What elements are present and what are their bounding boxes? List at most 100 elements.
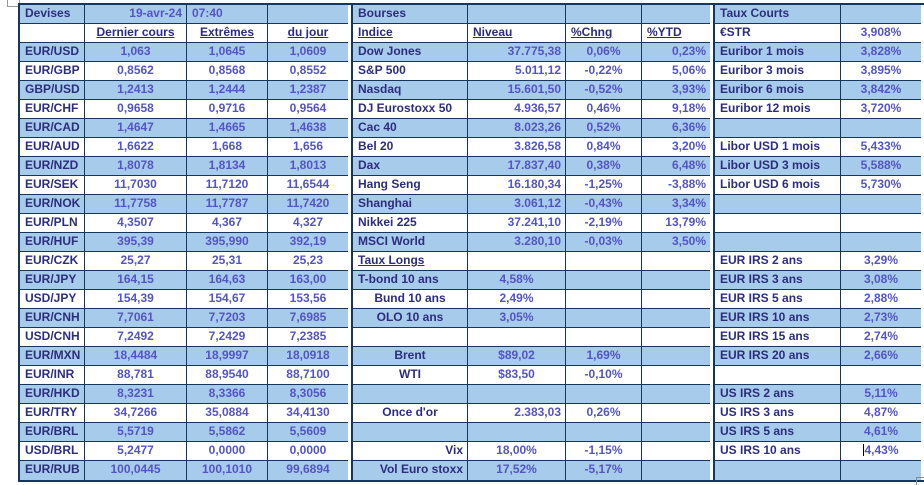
- high-extreme-cell[interactable]: 5,5862: [187, 423, 268, 442]
- rate-name-cell[interactable]: US IRS 2 ans: [715, 385, 841, 404]
- currency-pair-cell[interactable]: EUR/NZD: [20, 157, 85, 176]
- pct-ytd-cell[interactable]: 3,20%: [642, 138, 710, 157]
- rate-value-cell[interactable]: 3,08%: [841, 271, 921, 290]
- pct-ytd-cell[interactable]: -3,88%: [642, 176, 710, 195]
- rate-value-cell[interactable]: 3,908%: [841, 24, 921, 43]
- index-name-cell[interactable]: Cac 40: [353, 119, 468, 138]
- low-extreme-cell[interactable]: 1,2387: [268, 81, 348, 100]
- rate-name-cell[interactable]: EUR IRS 20 ans: [715, 347, 841, 366]
- currency-pair-cell[interactable]: EUR/USD: [20, 43, 85, 62]
- pct-change-cell[interactable]: -0,52%: [566, 81, 642, 100]
- rate-name-cell[interactable]: €STR: [715, 24, 841, 43]
- last-price-cell[interactable]: 5,5719: [85, 423, 187, 442]
- pct-change-cell[interactable]: [566, 271, 642, 290]
- index-name-cell[interactable]: WTI: [353, 366, 468, 385]
- low-extreme-cell[interactable]: 1,656: [268, 138, 348, 157]
- empty-cell[interactable]: [468, 5, 566, 24]
- pct-ytd-cell[interactable]: 3,93%: [642, 81, 710, 100]
- taux-longs-subheader[interactable]: Taux Longs: [353, 252, 468, 271]
- index-name-cell[interactable]: OLO 10 ans: [353, 309, 468, 328]
- high-extreme-cell[interactable]: 0,9716: [187, 100, 268, 119]
- rate-name-cell[interactable]: Euribor 12 mois: [715, 100, 841, 119]
- index-name-cell[interactable]: Hang Seng: [353, 176, 468, 195]
- empty-cell[interactable]: [841, 5, 921, 24]
- rate-name-cell[interactable]: EUR IRS 5 ans: [715, 290, 841, 309]
- pct-change-cell[interactable]: -0,43%: [566, 195, 642, 214]
- pct-ytd-cell[interactable]: [642, 404, 710, 423]
- pct-change-cell[interactable]: [566, 252, 642, 271]
- pct-ytd-cell[interactable]: [642, 423, 710, 442]
- rate-value-cell[interactable]: 3,29%: [841, 252, 921, 271]
- empty-cell[interactable]: [642, 5, 710, 24]
- level-cell[interactable]: 37.241,10: [468, 214, 566, 233]
- rate-value-cell[interactable]: 5,730%: [841, 176, 921, 195]
- rate-value-cell[interactable]: 5,11%: [841, 385, 921, 404]
- last-price-cell[interactable]: 1,063: [85, 43, 187, 62]
- bourses-section-title[interactable]: Bourses: [353, 5, 468, 24]
- pct-ytd-cell[interactable]: 6,48%: [642, 157, 710, 176]
- last-price-cell[interactable]: 0,8562: [85, 62, 187, 81]
- rate-name-cell[interactable]: Libor USD 1 mois: [715, 138, 841, 157]
- rate-name-cell[interactable]: [715, 233, 841, 252]
- high-extreme-cell[interactable]: 88,9540: [187, 366, 268, 385]
- rate-value-cell-editing[interactable]: 4,43%: [841, 442, 921, 461]
- rate-name-cell[interactable]: Libor USD 3 mois: [715, 157, 841, 176]
- high-extreme-cell[interactable]: 0,8568: [187, 62, 268, 81]
- col-header-dernier-cours[interactable]: Dernier cours: [85, 24, 187, 43]
- high-extreme-cell[interactable]: 1,2444: [187, 81, 268, 100]
- rate-value-cell[interactable]: 5,433%: [841, 138, 921, 157]
- pct-change-cell[interactable]: [566, 423, 642, 442]
- last-price-cell[interactable]: 18,4484: [85, 347, 187, 366]
- currency-pair-cell[interactable]: EUR/JPY: [20, 271, 85, 290]
- pct-ytd-cell[interactable]: 13,79%: [642, 214, 710, 233]
- last-price-cell[interactable]: 7,7061: [85, 309, 187, 328]
- last-price-cell[interactable]: 34,7266: [85, 404, 187, 423]
- pct-ytd-cell[interactable]: 6,36%: [642, 119, 710, 138]
- col-header-niveau[interactable]: Niveau: [468, 24, 566, 43]
- col-header-chng[interactable]: %Chng: [566, 24, 642, 43]
- pct-ytd-cell[interactable]: 9,18%: [642, 100, 710, 119]
- pct-change-cell[interactable]: [566, 290, 642, 309]
- rate-name-cell[interactable]: EUR IRS 15 ans: [715, 328, 841, 347]
- rate-value-cell[interactable]: [841, 119, 921, 138]
- low-extreme-cell[interactable]: 8,3056: [268, 385, 348, 404]
- currency-pair-cell[interactable]: EUR/CNH: [20, 309, 85, 328]
- empty-cell[interactable]: [268, 5, 348, 24]
- low-extreme-cell[interactable]: 5,5609: [268, 423, 348, 442]
- last-price-cell[interactable]: 164,15: [85, 271, 187, 290]
- index-name-cell[interactable]: MSCI World: [353, 233, 468, 252]
- rate-value-cell[interactable]: [841, 461, 921, 480]
- last-price-cell[interactable]: 100,0445: [85, 461, 187, 480]
- high-extreme-cell[interactable]: 100,1010: [187, 461, 268, 480]
- level-cell[interactable]: $89,02: [468, 347, 566, 366]
- low-extreme-cell[interactable]: 7,2385: [268, 328, 348, 347]
- rate-name-cell[interactable]: [715, 366, 841, 385]
- pct-ytd-cell[interactable]: 3,50%: [642, 233, 710, 252]
- currency-pair-cell[interactable]: EUR/PLN: [20, 214, 85, 233]
- last-price-cell[interactable]: 88,781: [85, 366, 187, 385]
- last-price-cell[interactable]: 395,39: [85, 233, 187, 252]
- pct-change-cell[interactable]: -0,10%: [566, 366, 642, 385]
- rate-value-cell[interactable]: [841, 195, 921, 214]
- currency-pair-cell[interactable]: USD/CNH: [20, 328, 85, 347]
- high-extreme-cell[interactable]: 8,3366: [187, 385, 268, 404]
- index-name-cell[interactable]: Nasdaq: [353, 81, 468, 100]
- low-extreme-cell[interactable]: 34,4130: [268, 404, 348, 423]
- pct-ytd-cell[interactable]: [642, 461, 710, 480]
- low-extreme-cell[interactable]: 7,6985: [268, 309, 348, 328]
- pct-ytd-cell[interactable]: 5,06%: [642, 62, 710, 81]
- pct-ytd-cell[interactable]: [642, 385, 710, 404]
- level-cell[interactable]: [468, 252, 566, 271]
- level-cell[interactable]: 17,52%: [468, 461, 566, 480]
- index-name-cell[interactable]: [353, 328, 468, 347]
- rate-value-cell[interactable]: 3,828%: [841, 43, 921, 62]
- pct-ytd-cell[interactable]: [642, 347, 710, 366]
- rate-value-cell[interactable]: 2,73%: [841, 309, 921, 328]
- pct-change-cell[interactable]: 0,38%: [566, 157, 642, 176]
- rate-name-cell[interactable]: Euribor 1 mois: [715, 43, 841, 62]
- rate-value-cell[interactable]: 3,720%: [841, 100, 921, 119]
- index-name-cell[interactable]: Dax: [353, 157, 468, 176]
- last-price-cell[interactable]: 1,8078: [85, 157, 187, 176]
- level-cell[interactable]: [468, 328, 566, 347]
- date-cell[interactable]: 19-avr-24: [85, 5, 187, 24]
